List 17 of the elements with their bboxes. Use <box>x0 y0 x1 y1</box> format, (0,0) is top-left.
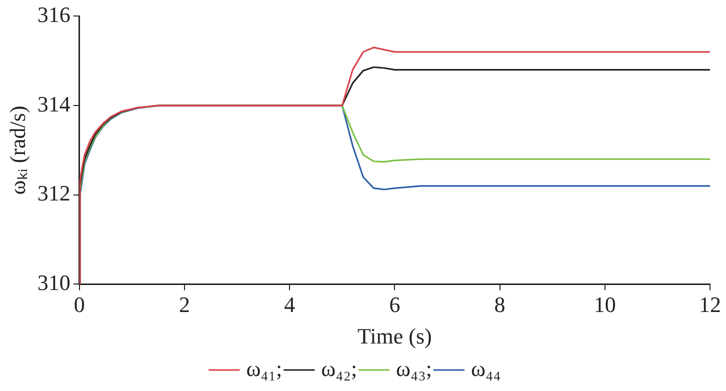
y-axis-title: ωₖᵢ (rad/s) <box>4 106 30 195</box>
x-tick-label: 6 <box>389 292 400 318</box>
x-tick-label: 0 <box>74 292 85 318</box>
y-tick-label: 314 <box>37 91 70 116</box>
x-tick-label: 12 <box>699 292 721 318</box>
legend-label: ω₄₄ <box>470 356 501 381</box>
y-tick-label: 316 <box>37 2 70 27</box>
y-tick-label: 312 <box>37 180 70 206</box>
x-axis-title: Time (s) <box>358 324 432 349</box>
legend-label: ω₄₂; <box>321 356 358 381</box>
legend-label: ω₄₃; <box>396 356 432 381</box>
x-tick-label: 10 <box>594 292 616 318</box>
x-tick-label: 2 <box>179 292 190 318</box>
legend-label: ω₄₁; <box>246 356 282 381</box>
y-tick-label: 310 <box>37 270 70 295</box>
x-tick-label: 8 <box>494 292 506 318</box>
x-tick-label: 4 <box>284 292 296 318</box>
